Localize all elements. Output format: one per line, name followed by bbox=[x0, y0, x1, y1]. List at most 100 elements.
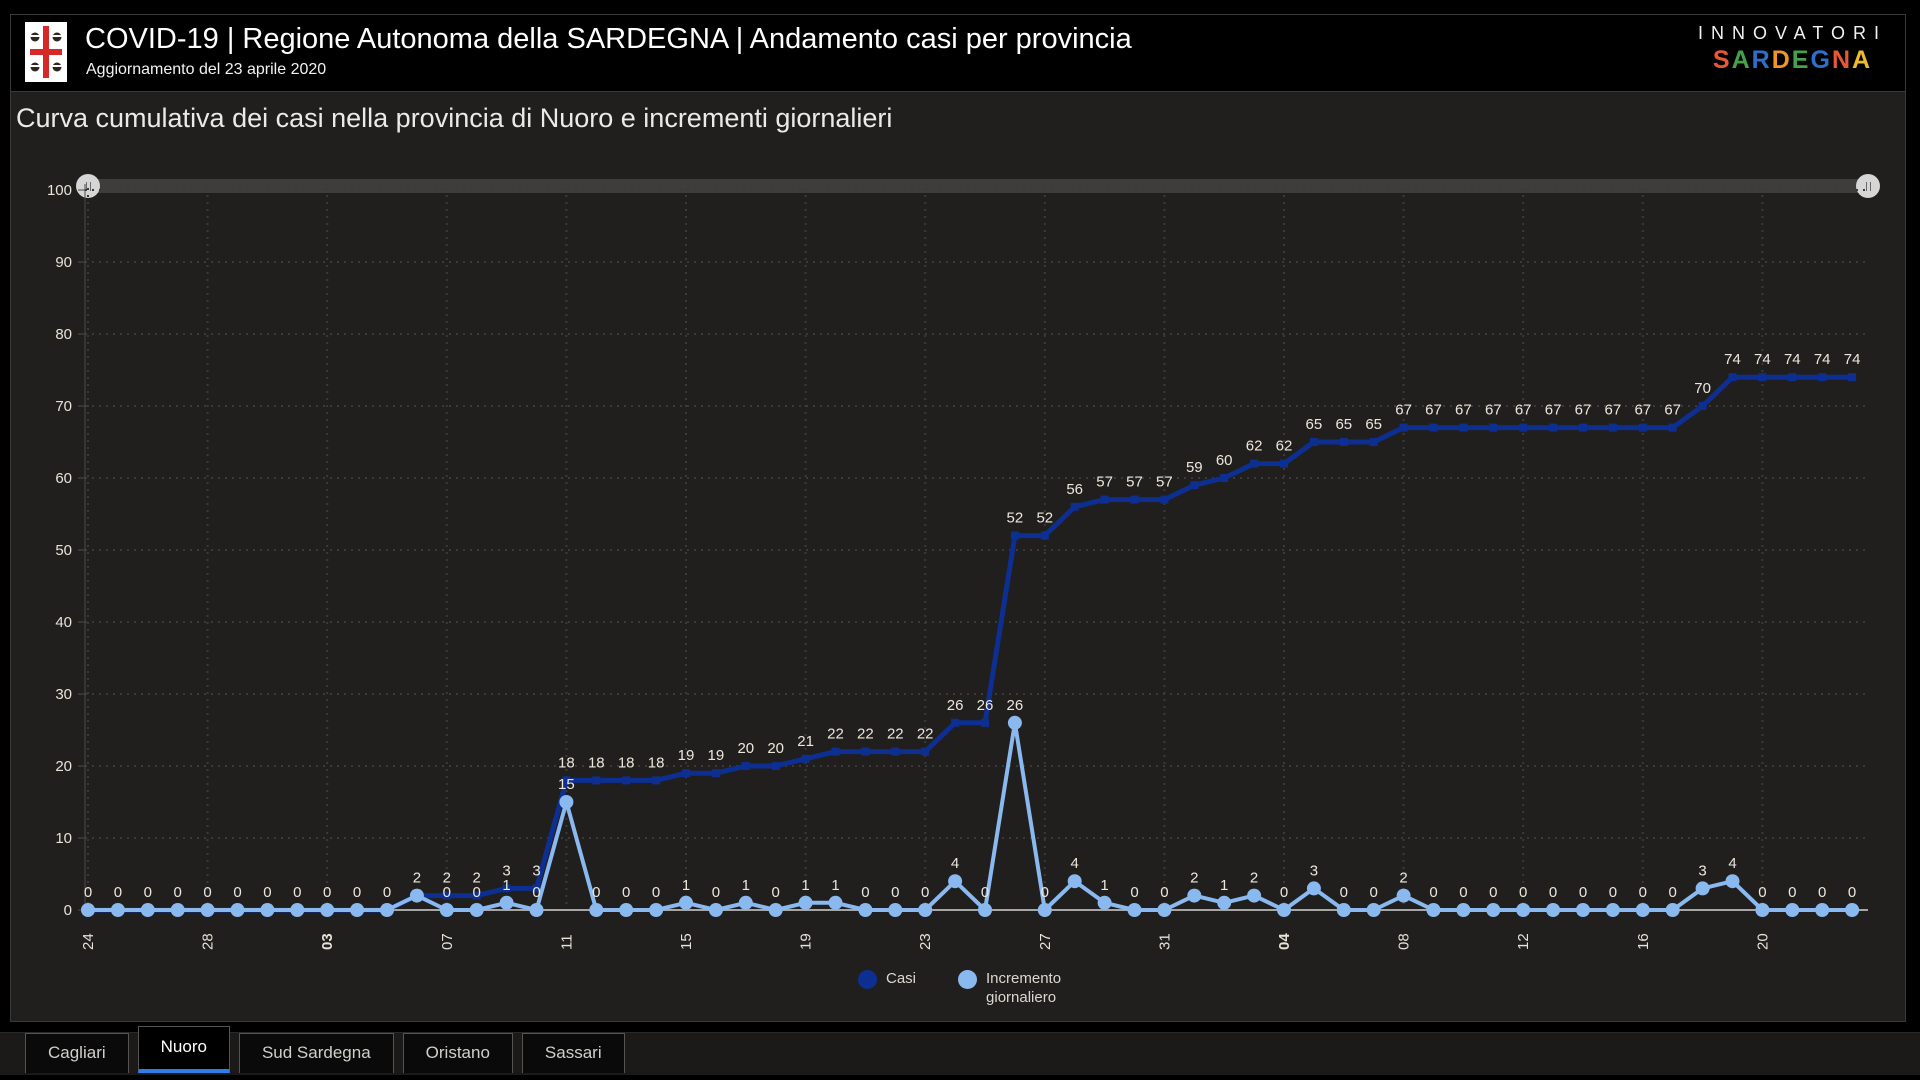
incremento-marker[interactable] bbox=[170, 903, 185, 917]
casi-marker[interactable] bbox=[1788, 373, 1797, 382]
incremento-marker[interactable] bbox=[619, 903, 634, 917]
casi-marker[interactable] bbox=[562, 776, 571, 785]
tab-cagliari[interactable]: Cagliari bbox=[25, 1033, 129, 1073]
incremento-marker[interactable] bbox=[708, 903, 723, 917]
casi-marker[interactable] bbox=[472, 891, 481, 900]
incremento-marker[interactable] bbox=[1456, 903, 1471, 917]
incremento-marker[interactable] bbox=[1576, 903, 1590, 917]
casi-marker[interactable] bbox=[801, 754, 810, 763]
incremento-marker[interactable] bbox=[1187, 888, 1202, 903]
incremento-marker[interactable] bbox=[918, 903, 933, 917]
incremento-marker[interactable] bbox=[290, 903, 305, 917]
casi-marker[interactable] bbox=[1369, 438, 1378, 446]
casi-marker[interactable] bbox=[1040, 531, 1049, 540]
casi-marker[interactable] bbox=[1160, 495, 1169, 504]
incremento-marker[interactable] bbox=[110, 903, 125, 917]
incremento-marker[interactable] bbox=[1127, 903, 1142, 917]
incremento-marker[interactable] bbox=[230, 903, 245, 917]
incremento-marker[interactable] bbox=[589, 903, 604, 917]
casi-marker[interactable] bbox=[711, 769, 720, 778]
incremento-marker[interactable] bbox=[888, 903, 903, 917]
slider-right-handle[interactable] bbox=[1856, 174, 1880, 198]
incremento-marker[interactable] bbox=[1366, 903, 1381, 917]
tab-sud-sardegna[interactable]: Sud Sardegna bbox=[238, 1033, 394, 1073]
casi-marker[interactable] bbox=[652, 776, 661, 785]
casi-marker[interactable] bbox=[891, 747, 900, 756]
incremento-marker[interactable] bbox=[948, 874, 963, 889]
legend-item-casi[interactable]: Casi bbox=[858, 969, 916, 989]
casi-marker[interactable] bbox=[1250, 459, 1259, 468]
incremento-marker[interactable] bbox=[499, 895, 514, 910]
casi-marker[interactable] bbox=[1399, 423, 1408, 432]
casi-marker[interactable] bbox=[921, 747, 930, 756]
casi-marker[interactable] bbox=[1698, 402, 1707, 410]
casi-marker[interactable] bbox=[1010, 531, 1019, 540]
casi-marker[interactable] bbox=[1100, 495, 1109, 504]
incremento-marker[interactable] bbox=[81, 903, 95, 917]
tab-sassari[interactable]: Sassari bbox=[521, 1033, 625, 1073]
incremento-marker[interactable] bbox=[1546, 903, 1561, 917]
incremento-marker[interactable] bbox=[1037, 903, 1052, 917]
incremento-marker[interactable] bbox=[1306, 881, 1321, 896]
incremento-marker[interactable] bbox=[1516, 903, 1531, 917]
incremento-marker[interactable] bbox=[1157, 903, 1172, 917]
legend-item-incremento[interactable]: Incremento giornaliero bbox=[958, 969, 1061, 1007]
incremento-marker[interactable] bbox=[350, 903, 365, 917]
incremento-marker[interactable] bbox=[1396, 888, 1411, 903]
casi-marker[interactable] bbox=[1220, 474, 1229, 482]
incremento-marker[interactable] bbox=[1067, 874, 1082, 889]
casi-marker[interactable] bbox=[1429, 423, 1438, 432]
incremento-marker[interactable] bbox=[1007, 715, 1022, 730]
incremento-marker[interactable] bbox=[200, 903, 215, 917]
incremento-marker[interactable] bbox=[559, 795, 574, 809]
casi-marker[interactable] bbox=[1818, 373, 1827, 382]
casi-marker[interactable] bbox=[1549, 423, 1558, 432]
casi-marker[interactable] bbox=[1638, 423, 1647, 432]
incremento-marker[interactable] bbox=[1277, 903, 1291, 917]
incremento-marker[interactable] bbox=[798, 895, 813, 910]
incremento-marker[interactable] bbox=[1725, 874, 1740, 889]
casi-marker[interactable] bbox=[1608, 423, 1617, 432]
casi-marker[interactable] bbox=[1309, 438, 1318, 446]
incremento-marker[interactable] bbox=[1785, 903, 1800, 917]
casi-marker[interactable] bbox=[861, 747, 870, 756]
casi-marker[interactable] bbox=[592, 776, 601, 785]
casi-marker[interactable] bbox=[1668, 423, 1677, 432]
incremento-marker[interactable] bbox=[1247, 888, 1262, 903]
incremento-marker[interactable] bbox=[1097, 895, 1112, 910]
slider-left-handle[interactable] bbox=[76, 174, 100, 198]
tab-oristano[interactable]: Oristano bbox=[402, 1033, 513, 1073]
casi-marker[interactable] bbox=[622, 776, 631, 785]
casi-marker[interactable] bbox=[1339, 438, 1348, 446]
casi-marker[interactable] bbox=[1728, 373, 1737, 382]
incremento-marker[interactable] bbox=[1217, 895, 1232, 910]
casi-marker[interactable] bbox=[1070, 502, 1079, 511]
incremento-marker[interactable] bbox=[1635, 903, 1650, 917]
incremento-marker[interactable] bbox=[858, 903, 873, 917]
casi-marker[interactable] bbox=[1579, 423, 1587, 432]
incremento-marker[interactable] bbox=[529, 903, 544, 917]
incremento-marker[interactable] bbox=[439, 903, 454, 917]
casi-marker[interactable] bbox=[502, 884, 511, 893]
incremento-marker[interactable] bbox=[768, 903, 783, 917]
casi-marker[interactable] bbox=[741, 762, 750, 770]
casi-marker[interactable] bbox=[1519, 423, 1528, 432]
incremento-marker[interactable] bbox=[1695, 881, 1710, 896]
incremento-marker[interactable] bbox=[649, 903, 664, 917]
casi-marker[interactable] bbox=[1489, 423, 1498, 432]
casi-marker[interactable] bbox=[1758, 373, 1767, 382]
incremento-marker[interactable] bbox=[1845, 903, 1860, 917]
incremento-marker[interactable] bbox=[1486, 903, 1501, 917]
casi-marker[interactable] bbox=[442, 891, 451, 900]
incremento-marker[interactable] bbox=[1336, 903, 1351, 917]
casi-marker[interactable] bbox=[981, 718, 989, 727]
casi-marker[interactable] bbox=[1459, 423, 1468, 432]
incremento-marker[interactable] bbox=[679, 895, 693, 910]
casi-marker[interactable] bbox=[1190, 481, 1199, 490]
incremento-marker[interactable] bbox=[738, 895, 753, 910]
casi-marker[interactable] bbox=[831, 747, 840, 756]
tab-nuoro[interactable]: Nuoro bbox=[137, 1026, 230, 1073]
incremento-marker[interactable] bbox=[1665, 903, 1680, 917]
casi-marker[interactable] bbox=[771, 762, 780, 770]
incremento-marker[interactable] bbox=[1815, 903, 1830, 917]
